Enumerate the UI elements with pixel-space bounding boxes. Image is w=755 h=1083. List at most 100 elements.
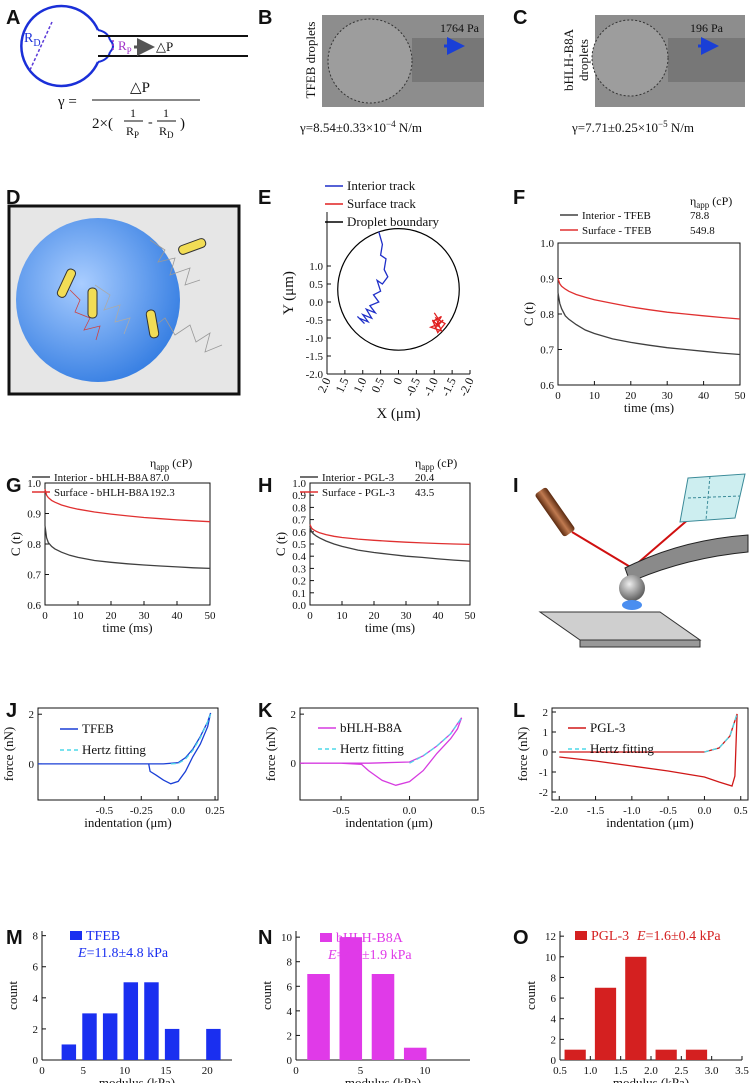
legend-label: PGL-3	[591, 929, 629, 944]
y-tick-label: 6	[551, 993, 557, 1005]
bar	[61, 1044, 77, 1060]
series-line	[356, 231, 389, 325]
x-tick-label: 40	[172, 610, 184, 622]
formula-r: R	[126, 124, 134, 138]
r-p-label: RP	[118, 38, 132, 56]
bar	[655, 1049, 677, 1060]
x-tick-label: 10	[419, 1065, 431, 1077]
legend-label: Interior track	[347, 178, 416, 193]
annotation: E=11.8±4.8 kPa	[77, 946, 169, 961]
formula-lhs: γ =	[57, 94, 77, 110]
legend-label: Interior - TFEB	[582, 210, 651, 222]
y-axis-title: C (t)	[521, 302, 536, 326]
y-tick-label: 12	[545, 931, 556, 943]
decoration	[149, 239, 201, 286]
y-tick-label: -1.0	[306, 333, 324, 345]
x-tick-label: 20	[369, 610, 381, 622]
y-tick-label: 2	[287, 1030, 293, 1042]
y-axis-title: force (nN)	[515, 727, 530, 782]
y-axis-title: force (nN)	[1, 727, 16, 782]
droplet-boundary	[337, 228, 460, 351]
x-tick-label: -1.5	[587, 805, 605, 817]
y-tick-label: -0.5	[306, 315, 324, 327]
x-tick-label: 1.5	[614, 1065, 628, 1077]
y-tick-label: 0.9	[292, 490, 306, 502]
y-tick-label: 0.0	[292, 600, 306, 612]
y-tick-label: 0	[33, 1055, 39, 1067]
afm-illustration	[535, 473, 749, 648]
annotation-symbol: E	[636, 929, 646, 944]
x-tick-label: 5	[358, 1065, 364, 1077]
decoration	[705, 475, 711, 521]
legend-value: 43.5	[415, 487, 435, 499]
x-tick-label: 1.0	[583, 1065, 597, 1077]
legend-label: Surface track	[347, 196, 416, 211]
x-tick-label: -1.0	[420, 375, 441, 398]
y-tick-label: 4	[551, 1014, 557, 1026]
y-tick-label: 6	[287, 981, 293, 993]
annotation-symbol: E	[77, 946, 87, 961]
y-tick-label: 0.8	[27, 539, 41, 551]
decoration	[624, 534, 749, 583]
tension-unit: N/m	[396, 120, 422, 135]
x-tick-label: 20	[106, 610, 118, 622]
y-axis-title: C (t)	[8, 532, 23, 556]
x-axis-title: modulus (kPa)	[613, 1075, 689, 1083]
legend-label: TFEB	[86, 929, 120, 944]
series-line	[409, 717, 463, 764]
r-p-sub: P	[127, 46, 132, 56]
legend-label: Interior - bHLH-B8A	[54, 472, 149, 484]
x-tick-label: 0	[42, 610, 48, 622]
legend-label: Surface - TFEB	[582, 225, 651, 237]
legend-label: Surface - bHLH-B8A	[54, 487, 149, 499]
bar	[371, 974, 395, 1060]
x-tick-label: 2.0	[644, 1065, 658, 1077]
decoration	[679, 473, 746, 523]
y-axis-title: count	[5, 981, 20, 1010]
legend-symbol: η	[415, 456, 421, 470]
formula-numerator: △P	[130, 80, 150, 96]
x-tick-label: -1.0	[623, 805, 641, 817]
x-tick-label: 0.25	[205, 805, 225, 817]
y-tick-label: 0	[287, 1055, 293, 1067]
x-tick-label: 10	[337, 610, 349, 622]
series-line	[309, 526, 471, 562]
legend-value: 20.4	[415, 472, 435, 484]
y-tick-label: -1	[539, 767, 548, 779]
bar	[625, 956, 647, 1060]
annotation-text: =11.8±4.8 kPa	[87, 946, 169, 961]
chart: 0 10 20 30 40 50 0.6 0.7 0.8 0.9 1.0 time (ms) C (t)…	[8, 456, 216, 635]
y-tick-label: 1.0	[540, 238, 554, 250]
tension-exp: −4	[386, 119, 396, 129]
y-tick-label: 4	[287, 1006, 293, 1018]
x-tick-label: 1.5	[333, 375, 352, 395]
legend-label: Droplet boundary	[347, 214, 440, 229]
x-tick-label: 0.5	[734, 805, 748, 817]
pressure-label: 196 Pa	[690, 21, 724, 35]
plot-frame	[37, 707, 219, 801]
y-tick-label: 0.2	[292, 576, 306, 588]
legend-unit: (cP)	[709, 194, 732, 208]
y-tick-label: 0.8	[540, 309, 554, 321]
micrograph-label: droplets	[576, 39, 591, 81]
micrograph-b	[322, 15, 484, 107]
chart: -0.5 -0.25 0.0 0.25 0 2 indentation (μm) force …	[1, 707, 225, 830]
bar	[144, 982, 159, 1060]
series-line	[559, 713, 738, 787]
x-tick-label: 10	[589, 390, 601, 402]
y-tick-label: 1.0	[292, 478, 306, 490]
bar	[82, 1013, 97, 1060]
chart: 0 10 20 30 40 50 0.00.10.20.30.40.50.60.70.80.…	[273, 456, 476, 635]
chart: -0.5 0.0 0.5 0 2 indentation (μm) force (nN) bH…	[263, 707, 485, 830]
decoration	[687, 495, 741, 499]
panel-label: K	[258, 700, 273, 722]
delta-p: △P	[156, 39, 173, 54]
y-tick-label: 0	[543, 747, 549, 759]
legend-label: Hertz fitting	[82, 742, 146, 757]
y-tick-label: 0.5	[292, 539, 306, 551]
y-tick-label: 0.6	[27, 600, 41, 612]
y-axis-title: Y (μm)	[281, 271, 297, 315]
annotation: E=4.0±1.9 kPa	[327, 948, 412, 963]
series-line	[300, 717, 463, 786]
x-tick-label: 40	[433, 610, 445, 622]
